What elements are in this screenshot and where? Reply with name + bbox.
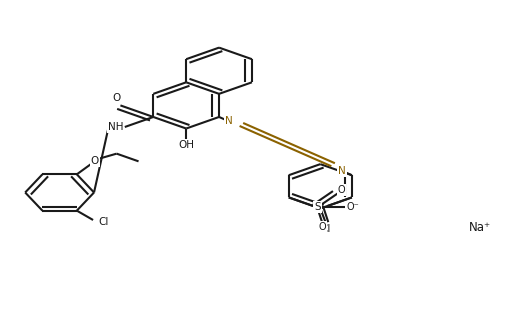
Text: O: O (319, 222, 326, 232)
Text: O⁻: O⁻ (346, 202, 359, 212)
Text: OH: OH (178, 141, 194, 151)
Text: NH: NH (108, 122, 124, 132)
Text: O: O (91, 156, 99, 166)
Text: N: N (225, 117, 233, 127)
Text: S: S (314, 202, 321, 212)
Text: Na⁺: Na⁺ (469, 221, 491, 234)
Text: O: O (338, 185, 345, 195)
Text: N: N (338, 166, 346, 176)
Text: Cl: Cl (320, 224, 330, 234)
Text: O: O (112, 93, 121, 103)
Text: Cl: Cl (98, 216, 108, 226)
